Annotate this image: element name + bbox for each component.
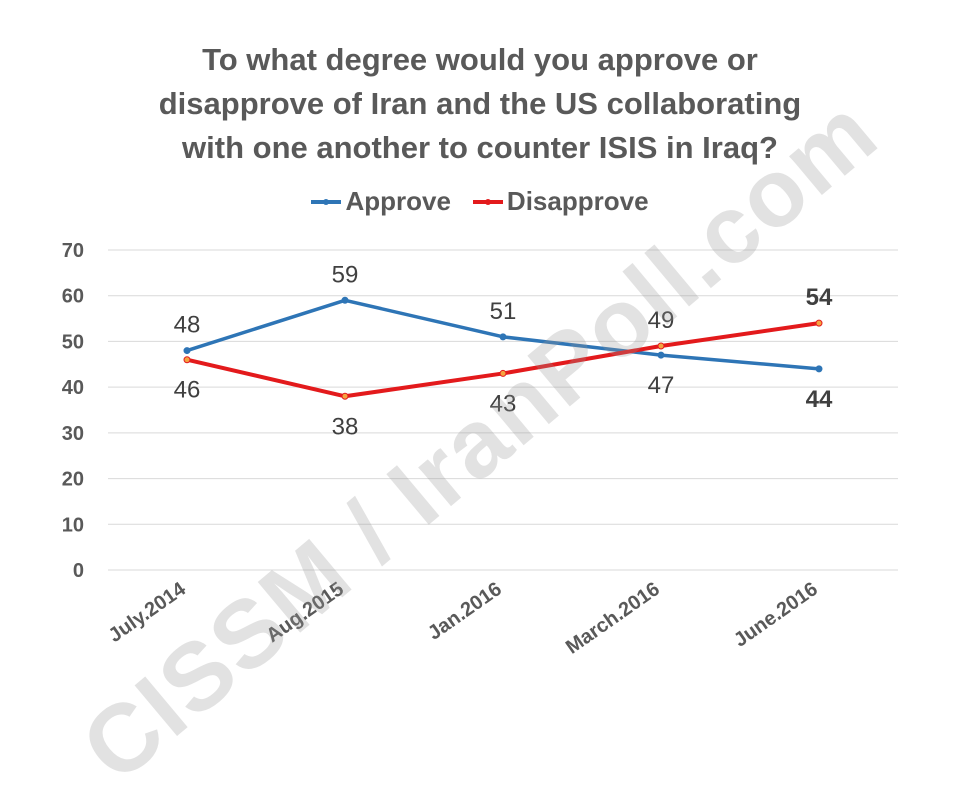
y-tick-label: 40 <box>62 377 84 399</box>
legend-label-approve: Approve <box>345 186 451 216</box>
x-tick-label: July.2014 <box>105 578 191 647</box>
y-tick-label: 70 <box>62 240 84 262</box>
chart-title-line-2: disapprove of Iran and the US collaborat… <box>158 86 802 121</box>
data-point-approve <box>815 365 823 373</box>
data-point-disapprove <box>815 319 823 327</box>
legend-swatch-disapprove <box>472 198 503 205</box>
x-tick-label: Jan.2016 <box>424 578 506 644</box>
legend-swatch-approve <box>311 198 342 205</box>
data-point-disapprove <box>657 342 665 350</box>
data-point-disapprove <box>183 356 191 364</box>
data-label-approve: 48 <box>174 312 201 339</box>
chart-title-line-3: with one another to counter ISIS in Iraq… <box>182 130 778 165</box>
data-label-disapprove: 54 <box>806 284 833 311</box>
x-tick-label: Aug.2015 <box>262 578 347 647</box>
data-label-approve: 51 <box>490 298 517 325</box>
data-point-disapprove <box>499 369 507 377</box>
chart-title: To what degree would you approve or disa… <box>0 38 960 170</box>
data-label-disapprove: 46 <box>174 377 201 404</box>
legend-item-approve: Approve <box>311 186 451 217</box>
y-tick-label: 0 <box>73 560 84 582</box>
y-tick-label: 30 <box>62 423 84 445</box>
x-tick-label: March.2016 <box>562 578 664 659</box>
data-label-disapprove: 38 <box>332 413 359 440</box>
legend-item-disapprove: Disapprove <box>472 186 649 217</box>
data-point-approve <box>183 347 191 355</box>
data-point-approve <box>657 351 665 359</box>
data-point-approve <box>499 333 507 341</box>
chart-title-line-1: To what degree would you approve or <box>202 42 758 77</box>
data-label-approve: 44 <box>806 386 833 413</box>
data-label-disapprove: 49 <box>648 307 675 334</box>
y-tick-label: 20 <box>62 469 84 491</box>
data-point-disapprove <box>341 392 349 400</box>
data-label-approve: 59 <box>332 261 359 288</box>
y-tick-label: 50 <box>62 331 84 353</box>
chart-legend: Approve Disapprove <box>0 186 960 217</box>
x-tick-label: June.2016 <box>730 578 822 652</box>
line-chart: 0 10 20 30 40 50 60 70 July.2014 Aug.2015 Jan.2016… <box>62 240 898 659</box>
data-label-disapprove: 43 <box>490 390 517 417</box>
data-point-approve <box>341 296 349 304</box>
data-label-approve: 47 <box>648 372 675 399</box>
y-tick-label: 60 <box>62 286 84 308</box>
y-tick-label: 10 <box>62 514 84 536</box>
legend-label-disapprove: Disapprove <box>506 186 649 216</box>
